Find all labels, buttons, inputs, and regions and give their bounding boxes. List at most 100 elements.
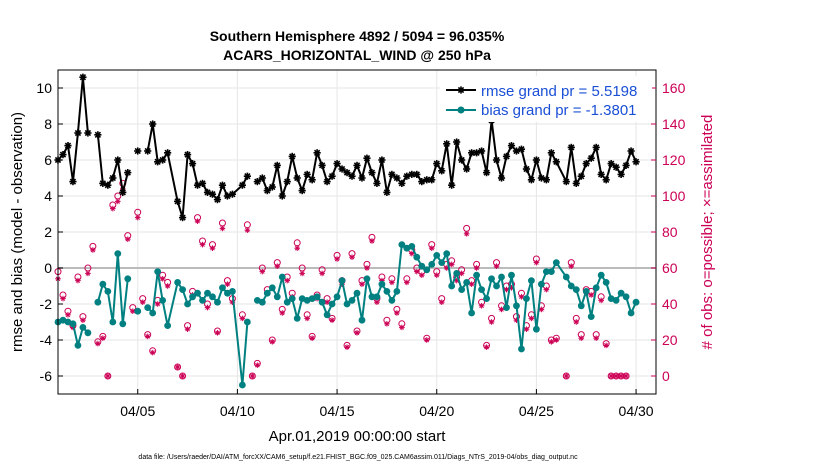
obs-assimilated-point [359,281,365,287]
rmse-point [542,176,550,184]
legend-rmse-label: rmse grand pr = 5.5198 [481,83,637,100]
bias-point [84,329,92,337]
obs-assimilated-point [214,330,221,336]
bias-point [393,288,401,295]
obs-assimilated-point [409,250,415,257]
bias-point [463,279,471,286]
rmse-point [463,165,471,173]
rmse-point [218,181,227,189]
bias-point [493,282,500,290]
rmse-point [308,176,316,184]
bias-point [154,268,162,275]
rmse-point [448,181,456,189]
obs-assimilated-point [448,261,455,268]
rmse-point [572,179,580,187]
bias-point [333,293,341,301]
obs-assimilated-point [533,259,540,266]
obs-assimilated-point [259,268,266,275]
rmse-point [353,161,361,169]
rmse-point [293,174,301,182]
bias-point [627,309,635,317]
rmse-point [64,142,72,150]
rmse-point [134,147,142,155]
rmse-point [144,147,152,155]
rmse-point [288,152,296,160]
bias-point [273,293,281,301]
obs-assimilated-point [174,364,181,370]
rmse-point [383,188,391,196]
obs-assimilated-point [105,373,111,379]
bias-point [413,253,421,261]
rmse-point [607,160,615,168]
rmse-point [159,156,167,164]
obs-assimilated-point [394,310,400,316]
obs-assimilated-point [563,373,570,379]
obs-assimilated-point [204,304,211,311]
obs-assimilated-point [478,303,485,309]
bias-point [293,315,301,322]
rmse-point [338,165,346,173]
y-right-tick-label: 0 [662,368,670,384]
bias-point [94,298,102,306]
obs-assimilated-point [603,342,609,349]
rmse-point [398,179,406,187]
rmse-point [577,172,585,180]
bias-point [243,318,251,326]
legend: rmse grand pr = 5.5198 bias grand pr = -… [440,76,652,122]
obs-assimilated-point [144,333,151,340]
legend-box [440,76,652,122]
y-axis-left-ticks: -6 -4 -2 0 2 4 6 8 10 [36,80,63,384]
bias-point [632,298,640,306]
rmse-point [522,165,531,173]
bias-point [423,266,431,274]
rmse-point [343,169,351,177]
bias-point [318,298,326,306]
bias-point [433,252,441,259]
obs-assimilated-point [389,279,395,286]
bias-point [99,280,107,288]
bias-point [537,280,545,288]
rmse-point [492,156,501,164]
legend-bias-marker [457,106,465,114]
rmse-point [313,149,321,157]
bias-point [587,313,595,320]
x-tick-label: 04/20 [419,403,454,419]
rmse-point [188,160,197,168]
bias-point [174,279,182,286]
obs-assimilated-point [194,218,201,224]
bias-point [542,268,550,275]
bias-point [338,277,346,284]
bias-point [612,297,620,304]
bias-point [288,295,296,302]
rmse-point [203,188,212,196]
obs-assimilated-point [458,270,465,277]
obs-assimilated-point [309,335,315,341]
obs-assimilated-point [428,245,435,251]
obs-assimilated-point [124,236,131,242]
rmse-point [517,145,526,153]
y-axis-left-label: rmse and bias (model - observation) [9,112,26,352]
obs-assimilated-point [578,335,585,341]
x-axis-label: Apr.01,2019 00:00:00 start [269,428,447,445]
rmse-point [243,172,251,180]
y-left-tick-label: 2 [44,224,52,240]
obs-assimilated-point [80,317,86,323]
rmse-point [84,129,92,137]
obs-assimilated-point [179,373,186,379]
bias-point [109,318,117,326]
rmse-point [527,176,536,184]
obs-assimilated-point [423,337,430,343]
obs-assimilated-point [613,373,619,379]
y-left-tick-label: -2 [40,296,53,312]
obs-assimilated-point [139,299,146,305]
rmse-point [228,190,237,198]
obs-assimilated-point [518,294,525,300]
rmse-point [348,172,356,180]
rmse-point [119,188,127,196]
bias-point [323,311,331,319]
rmse-point [482,169,491,177]
rmse-point [263,187,271,195]
obs-assimilated-point [254,362,261,368]
rmse-point [303,170,311,178]
obs-assimilated-point [224,281,231,287]
